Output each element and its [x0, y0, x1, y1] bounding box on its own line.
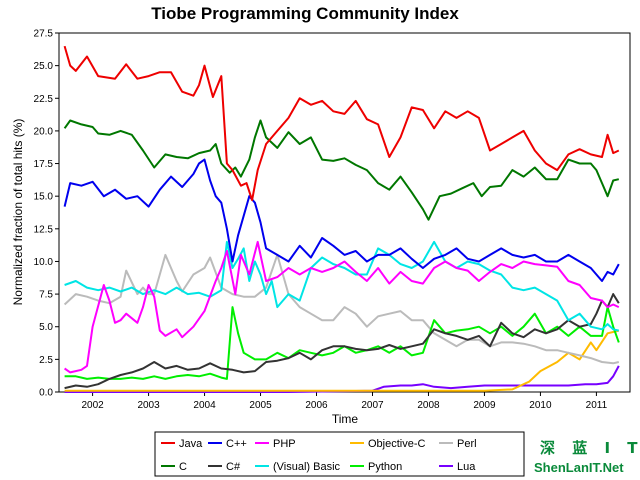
series-line-visual-basic [64, 240, 620, 332]
legend-label-python: Python [368, 461, 402, 473]
series-line-python [64, 306, 620, 380]
legend-label-objective-c: Objective-C [368, 438, 426, 450]
y-tick-label: 20.0 [34, 126, 54, 137]
series-line-java [63, 45, 620, 202]
legend-label-perl: Perl [457, 438, 477, 450]
x-axis-label: Time [332, 412, 359, 426]
legend-label-c: C [179, 461, 187, 473]
legend-label-lua: Lua [457, 461, 476, 473]
y-tick-label: 27.5 [34, 29, 54, 40]
chart-title: Tiobe Programming Community Index [151, 4, 459, 23]
legend: Java C++ PHP Objective-C Perl C C# (Visual) Bas… [161, 438, 477, 473]
x-axis-ticks: 2002 2003 2004 2005 2006 2007 2008 2009 2010 2011 [81, 392, 608, 411]
legend-label-php: PHP [273, 438, 296, 450]
x-tick-label: 2011 [586, 400, 608, 411]
y-axis-label: Normalized fraction of total hits (%) [11, 119, 25, 306]
series-line-c [63, 119, 620, 221]
y-tick-label: 22.5 [34, 94, 54, 105]
y-tick-label: 17.5 [34, 159, 54, 170]
series-line-objective-c [64, 329, 620, 392]
y-tick-label: 12.5 [34, 224, 54, 235]
x-tick-label: 2009 [473, 400, 496, 411]
legend-label-java: Java [179, 438, 203, 450]
x-tick-label: 2002 [81, 400, 104, 411]
y-tick-label: 0.0 [39, 388, 53, 399]
y-tick-label: 15.0 [34, 192, 54, 203]
series-line-c [63, 158, 620, 282]
series-line-php [64, 240, 620, 374]
x-tick-label: 2010 [529, 400, 552, 411]
y-tick-label: 2.5 [39, 355, 53, 366]
watermark-cn: 深 蓝 I T [540, 439, 640, 457]
legend-label-c: C# [226, 461, 241, 473]
x-tick-label: 2004 [193, 400, 216, 411]
x-tick-label: 2007 [361, 400, 384, 411]
x-tick-label: 2003 [137, 400, 160, 411]
y-axis-ticks: 0.0 2.5 5.0 7.5 10.0 12.5 15.0 17.5 20.0 22.5 25.0… [34, 29, 59, 399]
plot-area [58, 32, 631, 393]
series-line-lua [64, 365, 620, 393]
y-tick-label: 25.0 [34, 61, 54, 72]
legend-label-c: C++ [226, 438, 247, 450]
series-line-c [64, 293, 620, 390]
x-tick-label: 2006 [305, 400, 328, 411]
legend-box [154, 431, 525, 477]
legend-label-visual-basic: (Visual) Basic [273, 461, 341, 473]
y-tick-label: 10.0 [34, 257, 54, 268]
x-tick-label: 2008 [417, 400, 440, 411]
x-tick-label: 2005 [249, 400, 272, 411]
y-tick-label: 5.0 [39, 322, 53, 333]
y-tick-label: 7.5 [39, 290, 53, 301]
series-lines [63, 45, 620, 393]
watermark-en: ShenLanIT.Net [534, 460, 624, 475]
